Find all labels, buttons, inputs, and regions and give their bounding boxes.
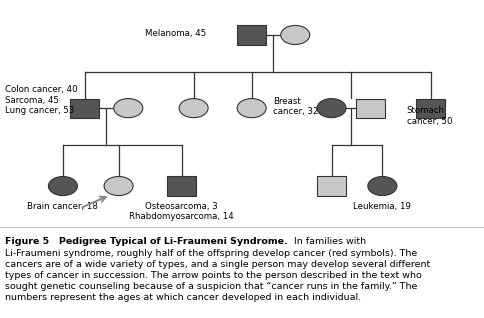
Text: In families with: In families with [288, 237, 366, 246]
Text: Brain cancer, 18: Brain cancer, 18 [28, 202, 98, 211]
Text: Leukemia, 19: Leukemia, 19 [353, 202, 411, 211]
Text: Breast
cancer, 32: Breast cancer, 32 [273, 97, 319, 116]
Circle shape [104, 176, 133, 196]
Circle shape [368, 176, 397, 196]
Text: Li-Fraumeni syndrome, roughly half of the offspring develop cancer (red symbols): Li-Fraumeni syndrome, roughly half of th… [5, 249, 430, 302]
Text: Colon cancer, 40
Sarcoma, 45
Lung cancer, 53: Colon cancer, 40 Sarcoma, 45 Lung cancer… [5, 85, 77, 115]
Text: Stomach
cancer, 50: Stomach cancer, 50 [407, 106, 452, 126]
Bar [70, 99, 99, 118]
Text: Figure 5   Pedigree Typical of Li-Fraumeni Syndrome.: Figure 5 Pedigree Typical of Li-Fraumeni… [5, 237, 287, 246]
Bar [416, 99, 445, 118]
Text: Melanoma, 45: Melanoma, 45 [145, 29, 207, 38]
Circle shape [179, 99, 208, 118]
Circle shape [48, 176, 77, 196]
Bar [317, 176, 346, 196]
Bar [167, 176, 196, 196]
Circle shape [114, 99, 143, 118]
Circle shape [237, 99, 266, 118]
Bar [237, 25, 266, 45]
Circle shape [317, 99, 346, 118]
Circle shape [281, 25, 310, 45]
Text: Osteosarcoma, 3
Rhabdomyosarcoma, 14: Osteosarcoma, 3 Rhabdomyosarcoma, 14 [129, 202, 234, 221]
Bar [356, 99, 385, 118]
